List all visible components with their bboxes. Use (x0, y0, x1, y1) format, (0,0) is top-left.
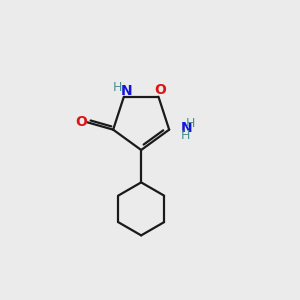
Text: H: H (180, 129, 190, 142)
Text: H: H (113, 81, 122, 94)
Text: N: N (180, 121, 192, 135)
Text: H: H (186, 117, 196, 130)
Text: O: O (154, 83, 166, 97)
Text: O: O (75, 115, 87, 129)
Text: N: N (120, 84, 132, 98)
